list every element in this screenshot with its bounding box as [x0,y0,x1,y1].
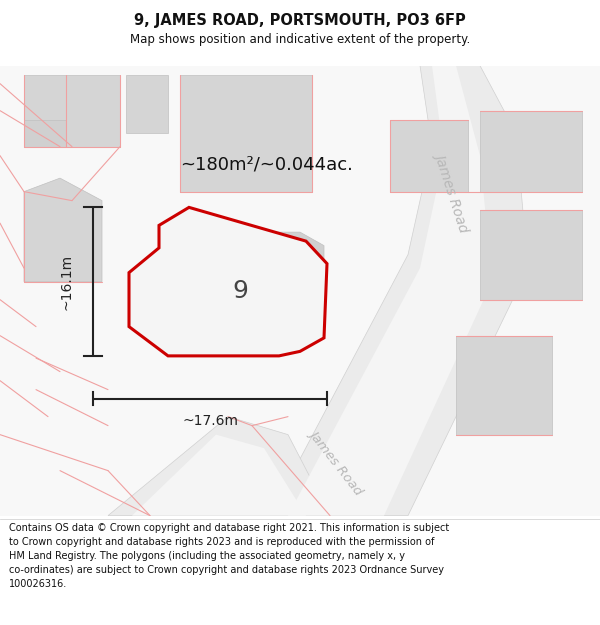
Text: Map shows position and indicative extent of the property.: Map shows position and indicative extent… [130,33,470,46]
Polygon shape [288,66,492,516]
Polygon shape [270,66,528,516]
Text: Contains OS data © Crown copyright and database right 2021. This information is : Contains OS data © Crown copyright and d… [9,523,449,589]
Polygon shape [456,336,552,434]
Polygon shape [480,111,582,192]
Polygon shape [0,66,600,516]
Polygon shape [180,232,324,327]
Text: 9, JAMES ROAD, PORTSMOUTH, PO3 6FP: 9, JAMES ROAD, PORTSMOUTH, PO3 6FP [134,13,466,28]
Polygon shape [126,74,168,133]
Polygon shape [132,434,306,516]
Text: ~17.6m: ~17.6m [182,414,238,428]
Text: ~16.1m: ~16.1m [59,254,73,309]
Polygon shape [24,119,66,147]
Polygon shape [24,178,102,282]
Text: 9: 9 [232,279,248,302]
Polygon shape [390,119,468,192]
Polygon shape [24,74,120,147]
Polygon shape [129,208,327,356]
Polygon shape [180,74,312,192]
Polygon shape [480,209,582,299]
Polygon shape [108,417,330,516]
Text: James Road: James Road [434,151,472,232]
Text: ~180m²/~0.044ac.: ~180m²/~0.044ac. [180,156,353,174]
Text: James Road: James Road [307,427,365,496]
